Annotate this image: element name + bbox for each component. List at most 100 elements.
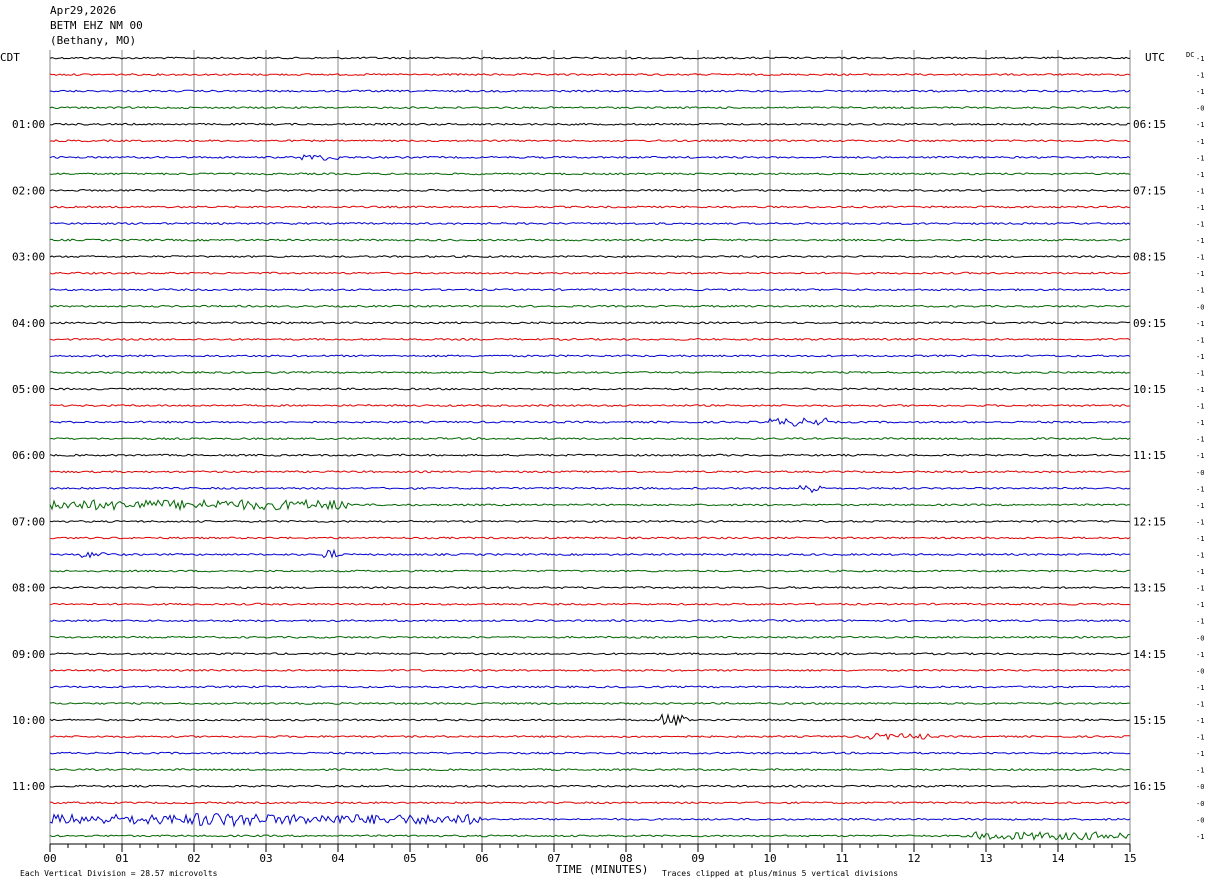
trace-row: [49, 172, 1131, 176]
dc-offset-label: -1: [1196, 55, 1204, 63]
dc-offset-label: -1: [1196, 369, 1204, 377]
left-hour-label: 04:00: [12, 317, 45, 330]
left-hour-label: 01:00: [12, 118, 45, 131]
right-zone-label: UTC: [1145, 51, 1165, 64]
left-zone-label: CDT: [0, 51, 20, 64]
trace-row: [49, 602, 1131, 606]
dc-offset-label: -1: [1196, 518, 1204, 526]
trace-row: [49, 89, 1131, 93]
trace-row: [49, 484, 1131, 494]
dc-offset-label: -1: [1196, 171, 1204, 179]
trace-row: [49, 701, 1130, 705]
trace-row: [49, 548, 1131, 559]
x-tick-label: 01: [115, 852, 128, 865]
trace-row: [49, 139, 1130, 143]
dc-offset-label: -1: [1196, 403, 1204, 411]
dc-offset-label: -1: [1196, 717, 1204, 725]
x-tick-label: 02: [187, 852, 200, 865]
dc-offset-label: -1: [1196, 187, 1204, 195]
trace-row: [49, 812, 1131, 828]
trace-row: [49, 417, 1131, 427]
trace-row: [49, 685, 1131, 689]
dc-offset-label: -0: [1196, 303, 1204, 311]
dc-offset-label: -0: [1196, 634, 1204, 642]
right-hour-label: 10:15: [1133, 383, 1166, 396]
trace-row: [49, 106, 1131, 110]
left-hour-label: 05:00: [12, 383, 45, 396]
right-hour-label: 09:15: [1133, 317, 1166, 330]
dc-offset-label: -1: [1196, 270, 1204, 278]
trace-row: [49, 255, 1131, 259]
dc-offset-label: -1: [1196, 287, 1204, 295]
trace-row: [49, 519, 1131, 523]
trace-row: [49, 712, 1131, 726]
footer-scale-note: Each Vertical Division = 28.57 microvolt…: [20, 869, 218, 878]
trace-row: [49, 652, 1131, 656]
dc-offset-label: -0: [1196, 105, 1204, 113]
dc-offset-label: -0: [1196, 816, 1204, 824]
dc-offset-label: -1: [1196, 684, 1204, 692]
dc-offset-label: -1: [1196, 833, 1204, 841]
dc-offset-label: -1: [1196, 138, 1204, 146]
trace-row: [49, 404, 1131, 408]
dc-offset-label: -1: [1196, 386, 1204, 394]
dc-offset-label: -1: [1196, 601, 1204, 609]
trace-row: [49, 122, 1131, 126]
trace-row: [49, 801, 1131, 805]
left-hour-label: 11:00: [12, 780, 45, 793]
x-tick-label: 10: [763, 852, 776, 865]
dc-offset-label: -1: [1196, 121, 1204, 129]
trace-row: [49, 498, 1130, 512]
right-hour-label: 13:15: [1133, 582, 1166, 595]
trace-row: [49, 668, 1131, 672]
x-tick-label: 15: [1123, 852, 1136, 865]
trace-row: [49, 586, 1131, 590]
dc-offset-label: -1: [1196, 485, 1204, 493]
x-tick-label: 11: [835, 852, 848, 865]
trace-row: [49, 784, 1130, 788]
dc-offset-label: -1: [1196, 552, 1204, 560]
right-hour-label: 11:15: [1133, 449, 1166, 462]
trace-row: [49, 321, 1131, 325]
right-hour-label: 08:15: [1133, 251, 1166, 264]
trace-row: [49, 751, 1131, 755]
dc-offset-label: -1: [1196, 221, 1204, 229]
left-hour-label: 03:00: [12, 251, 45, 264]
chart-date: Apr29,2026: [50, 4, 117, 17]
x-tick-label: 04: [331, 852, 345, 865]
trace-row: [49, 569, 1131, 573]
x-axis-label: TIME (MINUTES): [556, 863, 649, 876]
trace-row: [49, 370, 1131, 374]
left-hour-label: 06:00: [12, 449, 45, 462]
trace-row: [49, 387, 1131, 391]
dc-offset-label: -1: [1196, 204, 1204, 212]
footer-clip-note: Traces clipped at plus/minus 5 vertical …: [662, 869, 898, 878]
dc-offset-label: -1: [1196, 585, 1204, 593]
trace-row: [49, 221, 1131, 226]
trace-row: [49, 337, 1131, 341]
dc-offset-label: -1: [1196, 320, 1204, 328]
station-code: BETM EHZ NM 00: [50, 19, 143, 32]
trace-row: [49, 73, 1131, 77]
dc-offset-label: -1: [1196, 254, 1204, 262]
dc-offset-label: -1: [1196, 353, 1204, 361]
x-tick-label: 03: [259, 852, 272, 865]
trace-row: [49, 635, 1131, 639]
dc-offset-label: -1: [1196, 734, 1204, 742]
trace-row: [49, 619, 1131, 623]
right-hour-label: 07:15: [1133, 184, 1166, 197]
x-tick-label: 12: [907, 852, 920, 865]
dc-offset-label: -0: [1196, 667, 1204, 675]
dc-offset-label: -1: [1196, 502, 1204, 510]
dc-offset-label: -1: [1196, 154, 1204, 162]
trace-row: [49, 188, 1131, 192]
trace-row: [49, 437, 1131, 441]
x-tick-label: 06: [475, 852, 488, 865]
dc-offset-label: -1: [1196, 336, 1204, 344]
left-hour-label: 09:00: [12, 648, 45, 661]
right-hour-label: 12:15: [1133, 515, 1166, 528]
dc-label: DC: [1186, 51, 1194, 59]
right-hour-label: 15:15: [1133, 714, 1166, 727]
x-tick-label: 13: [979, 852, 992, 865]
